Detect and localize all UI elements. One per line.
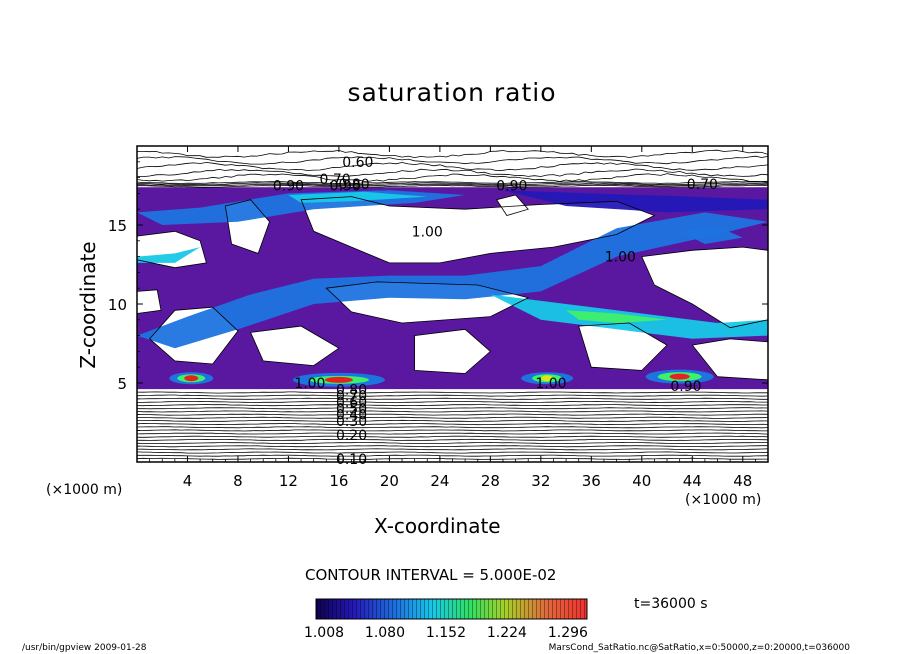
x-tick-label: 48 — [733, 472, 752, 490]
y-axis-label: Z-coordinate — [76, 241, 100, 369]
x-tick-label: 4 — [183, 472, 193, 490]
colorbar-tick-label: 1.008 — [304, 625, 344, 641]
x-tick-label: 32 — [531, 472, 550, 490]
contour-label: 0.90 — [330, 179, 361, 195]
x-tick-label: 8 — [233, 472, 243, 490]
colorbar-tick-label: 1.224 — [487, 625, 527, 641]
contour-label: 1.00 — [294, 376, 325, 392]
x-tick-label: 28 — [481, 472, 500, 490]
contour-label: 0.90 — [273, 179, 304, 195]
y-tick-label: 5 — [117, 375, 127, 393]
colorbar-tick-label: 1.296 — [548, 625, 588, 641]
heatmap-field — [137, 146, 768, 462]
contour-label: 0.50 — [336, 401, 367, 417]
contour-label: 0.40 — [336, 408, 367, 424]
time-label: t=36000 s — [634, 596, 708, 612]
x-tick-label: 24 — [430, 472, 449, 490]
x-axis-label: X-coordinate — [374, 514, 501, 538]
contour-label: 1.00 — [535, 376, 566, 392]
contour-label: 0.70 — [687, 177, 718, 193]
x-axis: 4 8 12 16 20 24 28 32 36 40 44 48 — [149, 146, 756, 490]
contour-interval-label: CONTOUR INTERVAL = 5.000E-02 — [305, 566, 557, 584]
contour-label: 0.20 — [336, 428, 367, 444]
colorbar-tick-label: 1.080 — [365, 625, 405, 641]
y-axis-unit: (×1000 m) — [46, 482, 123, 498]
contour-label: 0.30 — [336, 414, 367, 430]
chart-title: saturation ratio — [347, 78, 557, 107]
contour-label: 0.90 — [670, 379, 701, 395]
x-tick-label: 36 — [582, 472, 601, 490]
colorbar — [315, 598, 588, 620]
contour-label: 1.00 — [605, 250, 636, 266]
y-tick-label: 15 — [108, 217, 127, 235]
contour-label: 0.80 — [338, 177, 369, 193]
y-axis: 5 10 15 — [108, 161, 768, 447]
contour-label: 0.60 — [342, 155, 373, 171]
y-tick-label: 10 — [108, 296, 127, 314]
contour-label: 1.00 — [412, 224, 443, 240]
contour-label: 0.60 — [336, 395, 367, 411]
x-axis-unit: (×1000 m) — [685, 492, 762, 508]
footer-left: /usr/bin/gpview 2009-01-28 — [22, 643, 147, 653]
contour-label: 0.70 — [336, 389, 367, 405]
contour-labels: 0.600.700.800.900.90 0.700.901.001.001.00… — [273, 155, 718, 468]
contour-label: 0.70 — [320, 172, 351, 188]
contour-label: 0.90 — [496, 179, 527, 195]
footer-right: MarsCond_SatRatio.nc@SatRatio,x=0:50000,… — [548, 643, 850, 653]
x-tick-label: 20 — [380, 472, 399, 490]
x-tick-label: 40 — [632, 472, 651, 490]
x-tick-label: 16 — [329, 472, 348, 490]
x-tick-label: 44 — [683, 472, 702, 490]
contour-lines — [137, 149, 768, 460]
colorbar-tick-label: 1.152 — [426, 625, 466, 641]
colorbar-ticks: 1.008 1.080 1.152 1.224 1.296 — [304, 625, 588, 641]
x-tick-label: 12 — [279, 472, 298, 490]
contour-label: 0.80 — [336, 382, 367, 398]
